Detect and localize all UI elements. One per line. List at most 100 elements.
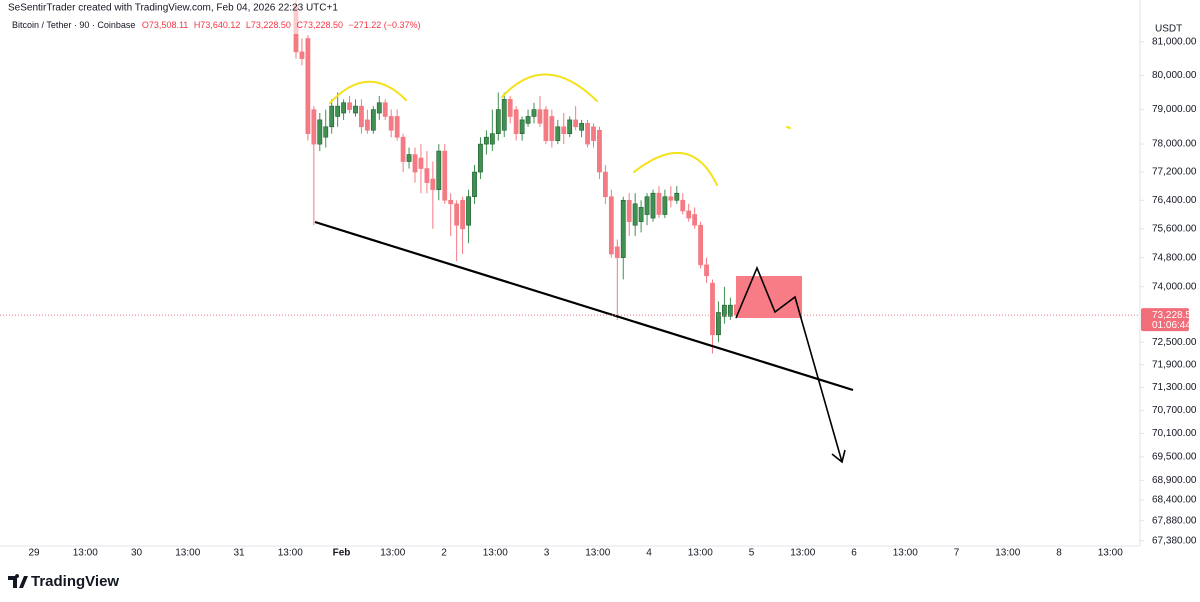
arc <box>633 151 718 186</box>
y-tick-label: 74,000.00 <box>1152 281 1197 292</box>
candle-body <box>686 210 692 219</box>
y-tick-label: 69,500.00 <box>1152 451 1197 462</box>
logo: TradingView <box>8 573 119 590</box>
symbol: Bitcoin / Tether · 90 · Coinbase <box>12 20 135 30</box>
candle-body <box>335 105 341 117</box>
currency: USDT <box>1155 24 1182 35</box>
candle-body <box>537 109 543 124</box>
x-tick-label: 29 <box>28 548 40 559</box>
candle-body <box>585 123 590 145</box>
x-tick-label: 13:00 <box>278 548 303 559</box>
candle-body <box>656 192 662 215</box>
projection-path <box>735 265 843 463</box>
candle-body <box>418 157 424 169</box>
candle-body <box>721 304 727 317</box>
candle-body <box>353 105 358 114</box>
x-tick-label: 13:00 <box>175 548 200 559</box>
legend: Bitcoin / Tether · 90 · Coinbase O73,508… <box>12 20 421 30</box>
candle-body <box>323 126 329 138</box>
candle-body <box>454 203 460 226</box>
candle-body <box>364 119 370 131</box>
candle-body <box>382 102 388 117</box>
candle-body <box>305 38 311 135</box>
y-tick-label: 81,000.00 <box>1152 36 1197 47</box>
candle-body <box>543 109 549 141</box>
legend-high: H73,640.12 <box>194 20 241 30</box>
price-axis: 81,000.00 80,000.00 79,000.00 78,000.00 77,2… <box>1140 36 1197 546</box>
candle-body <box>472 171 477 198</box>
y-tick-label: 76,400.00 <box>1152 195 1197 206</box>
candle-body <box>370 109 376 131</box>
candle-body <box>591 126 596 141</box>
candle-body <box>632 203 638 226</box>
x-tick-label: 7 <box>954 548 960 559</box>
header-bg <box>0 0 430 34</box>
countdown: 01:06:44 <box>1152 320 1191 331</box>
x-tick-label: 13:00 <box>380 548 405 559</box>
candle-body <box>478 143 483 173</box>
candle-body <box>436 150 442 190</box>
candle-body <box>573 119 579 128</box>
candle-body <box>620 199 626 258</box>
candle-body <box>680 199 686 212</box>
candle-body <box>311 109 317 145</box>
x-tick-label: 13:00 <box>483 548 508 559</box>
candle-body <box>614 246 620 258</box>
y-tick-label: 75,600.00 <box>1152 223 1197 234</box>
candle-body <box>448 199 454 205</box>
candle-body <box>638 207 644 222</box>
x-tick-label: 30 <box>131 548 143 559</box>
y-tick-label: 67,380.00 <box>1152 535 1197 546</box>
y-tick-label: 67,880.00 <box>1152 515 1197 526</box>
y-tick-label: 70,100.00 <box>1152 428 1197 439</box>
x-tick-label: 8 <box>1056 548 1062 559</box>
arrow-head <box>831 449 846 464</box>
dot <box>786 126 791 129</box>
candle-body <box>626 199 632 222</box>
candle-body <box>406 154 412 162</box>
x-tick-label: 6 <box>851 548 857 559</box>
candles <box>293 0 739 354</box>
candle-body <box>727 304 733 317</box>
candle-body <box>317 119 323 145</box>
x-tick-label: 2 <box>441 548 447 559</box>
logo-icon <box>8 574 28 588</box>
x-tick-label: 13:00 <box>790 548 815 559</box>
candle-body <box>400 136 406 162</box>
candle-body <box>644 196 650 215</box>
x-tick-label: 13:00 <box>995 548 1020 559</box>
candle-body <box>347 102 352 110</box>
candle-body <box>519 119 525 135</box>
arc <box>329 80 407 104</box>
candle-body <box>692 214 698 226</box>
x-tick-label: 13:00 <box>688 548 713 559</box>
y-tick-label: 74,800.00 <box>1152 252 1197 263</box>
candle-body <box>579 123 584 131</box>
y-tick-label: 70,700.00 <box>1152 405 1197 416</box>
candle-body <box>716 312 721 336</box>
candle-body <box>495 109 501 135</box>
candle-body <box>674 192 680 201</box>
legend-low: L73,228.50 <box>246 20 291 30</box>
y-tick-label: 71,300.00 <box>1152 382 1197 393</box>
x-tick-label: 13:00 <box>585 548 610 559</box>
candle-body <box>412 154 418 173</box>
y-tick-label: 72,500.00 <box>1152 337 1197 348</box>
y-tick-label: 71,900.00 <box>1152 359 1197 370</box>
candle-body <box>341 102 346 114</box>
y-tick-label: 68,400.00 <box>1152 495 1197 506</box>
y-tick-label: 68,900.00 <box>1152 475 1197 486</box>
candle-body <box>507 99 513 117</box>
x-tick-label: 13:00 <box>73 548 98 559</box>
candle-body <box>430 178 436 190</box>
candle-body <box>710 282 715 336</box>
candle-body <box>442 150 448 201</box>
x-tick-label: Feb <box>333 548 351 559</box>
candle-body <box>650 192 656 219</box>
legend-change: −271.22 (−0.37%) <box>349 20 421 30</box>
candle-body <box>602 171 608 198</box>
candle-body <box>424 168 430 183</box>
x-tick-label: 13:00 <box>1098 548 1123 559</box>
x-tick-label: 5 <box>749 548 755 559</box>
